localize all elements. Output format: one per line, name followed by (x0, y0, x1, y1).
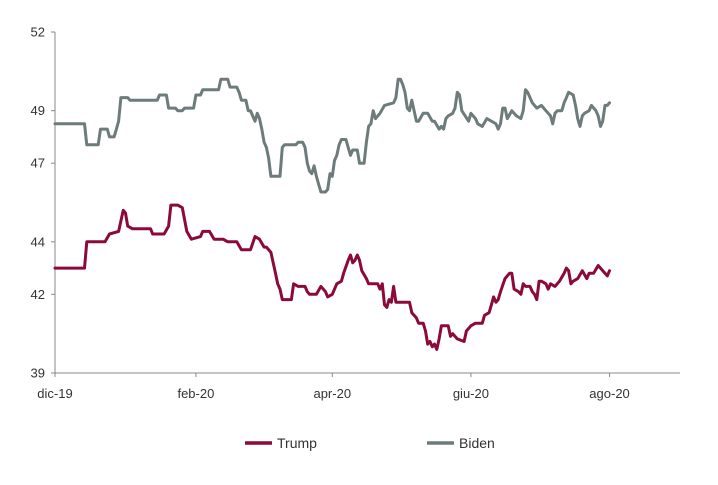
y-tick-label: 47 (31, 156, 45, 171)
x-tick-label: feb-20 (177, 386, 214, 401)
y-ticks: 39 42 44 47 49 52 (31, 25, 55, 381)
series-line-biden (53, 77, 611, 194)
x-tick-label: apr-20 (313, 386, 351, 401)
axes (54, 32, 680, 374)
legend: Trump Biden (245, 435, 495, 451)
series-line-trump (53, 203, 611, 351)
legend-label-biden: Biden (459, 435, 495, 451)
y-tick-label: 44 (31, 234, 45, 249)
y-tick-label: 52 (31, 25, 45, 40)
y-tick-label: 49 (31, 103, 45, 118)
y-tick-label: 39 (31, 366, 45, 381)
x-tick-label: giu-20 (453, 386, 489, 401)
x-tick-label: ago-20 (589, 386, 629, 401)
x-tick-label: dic-19 (37, 386, 72, 401)
series-layer (53, 77, 611, 351)
legend-label-trump: Trump (277, 435, 317, 451)
x-ticks: dic-19 feb-20 apr-20 giu-20 ago-20 (37, 373, 630, 401)
y-tick-label: 42 (31, 287, 45, 302)
